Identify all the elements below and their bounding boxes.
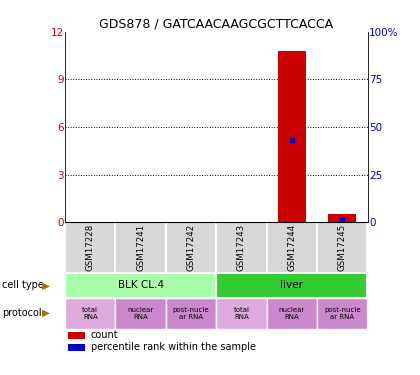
Text: GSM17244: GSM17244: [287, 224, 297, 271]
Text: GSM17242: GSM17242: [186, 224, 196, 271]
Bar: [216, 273, 368, 298]
Bar: [216, 222, 267, 273]
Bar: [278, 51, 306, 222]
Bar: [65, 222, 116, 273]
Bar: [328, 214, 356, 222]
Text: nuclear
RNA: nuclear RNA: [279, 307, 305, 320]
Text: GSM17243: GSM17243: [237, 224, 246, 271]
Text: GSM17245: GSM17245: [338, 224, 347, 271]
Bar: [68, 344, 85, 351]
Bar: [267, 222, 317, 273]
Text: protocol: protocol: [2, 308, 42, 318]
Title: GDS878 / GATCAACAAGCGCTTCACCA: GDS878 / GATCAACAAGCGCTTCACCA: [99, 18, 333, 31]
Text: GSM17241: GSM17241: [136, 224, 145, 271]
Bar: [166, 222, 216, 273]
Bar: [65, 273, 216, 298]
Bar: [68, 332, 85, 339]
Text: count: count: [91, 330, 118, 340]
Text: ▶: ▶: [42, 308, 50, 318]
Text: post-nucle
ar RNA: post-nucle ar RNA: [324, 307, 361, 320]
Text: ▶: ▶: [42, 280, 50, 290]
Bar: [317, 222, 368, 273]
Text: post-nucle
ar RNA: post-nucle ar RNA: [173, 307, 210, 320]
Text: cell type: cell type: [2, 280, 44, 290]
Bar: [166, 298, 216, 329]
Text: total
RNA: total RNA: [82, 307, 98, 320]
Text: BLK CL.4: BLK CL.4: [118, 280, 164, 290]
Bar: [116, 298, 166, 329]
Bar: [216, 298, 267, 329]
Bar: [65, 298, 116, 329]
Text: liver: liver: [281, 280, 303, 290]
Bar: [267, 298, 317, 329]
Bar: [116, 222, 166, 273]
Text: total
RNA: total RNA: [234, 307, 249, 320]
Text: GSM17228: GSM17228: [86, 224, 95, 271]
Text: percentile rank within the sample: percentile rank within the sample: [91, 342, 256, 352]
Text: nuclear
RNA: nuclear RNA: [128, 307, 154, 320]
Bar: [317, 298, 368, 329]
